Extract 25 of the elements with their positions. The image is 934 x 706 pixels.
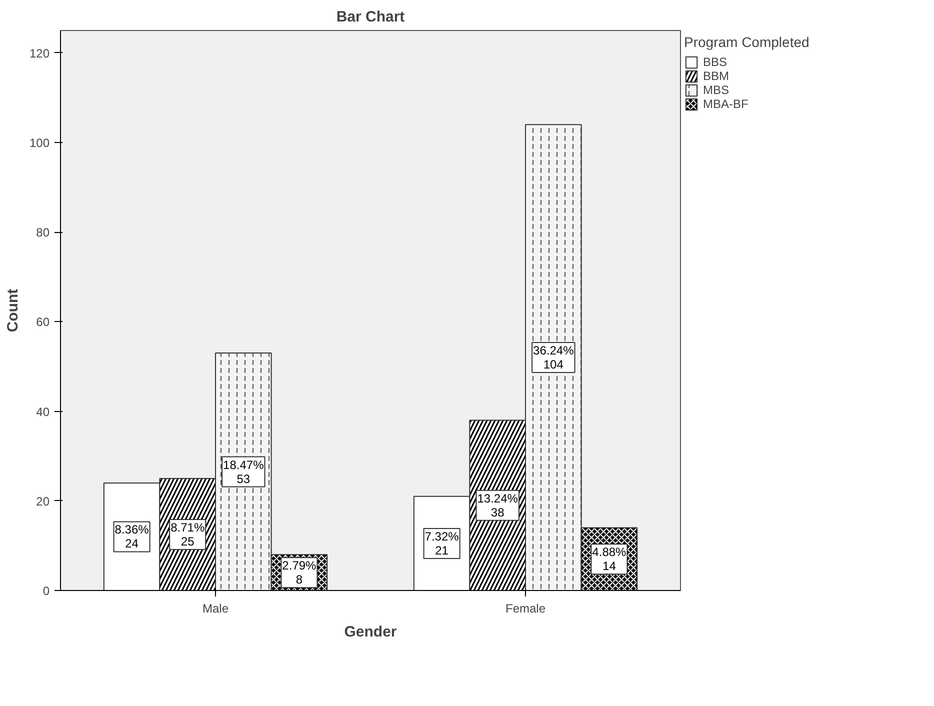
legend-label: MBS xyxy=(703,83,730,97)
legend-label: BBM xyxy=(703,69,730,83)
y-axis-title: Count xyxy=(4,288,22,332)
y-tick-label: 100 xyxy=(29,136,50,150)
x-tick-label: Male xyxy=(202,602,229,616)
y-tick-label: 60 xyxy=(36,315,50,330)
chart-title: Bar Chart xyxy=(336,8,405,26)
data-label: 36.24% 104 xyxy=(533,344,574,372)
y-tick-label: 120 xyxy=(29,46,50,60)
legend-label: BBS xyxy=(703,55,728,69)
y-tick-label: 20 xyxy=(36,494,50,508)
data-label: 8.71% 25 xyxy=(170,520,205,548)
data-label: 7.32% 21 xyxy=(424,529,460,558)
data-label: 2.79% 8 xyxy=(282,558,317,587)
y-tick-label: 40 xyxy=(36,404,50,419)
legend-title: Program Completed xyxy=(684,34,810,50)
data-label: 18.47% 53 xyxy=(223,458,264,486)
y-tick-label: 0 xyxy=(42,584,50,598)
legend-label: MBA-BF xyxy=(703,97,748,111)
x-axis-title: Gender xyxy=(344,624,397,640)
data-label: 13.24% 38 xyxy=(477,491,518,520)
x-tick-label: Female xyxy=(505,602,546,616)
data-label: 4.88% 14 xyxy=(592,545,627,574)
data-label: 8.36% 24 xyxy=(114,522,150,551)
y-tick-label: 80 xyxy=(36,226,50,240)
